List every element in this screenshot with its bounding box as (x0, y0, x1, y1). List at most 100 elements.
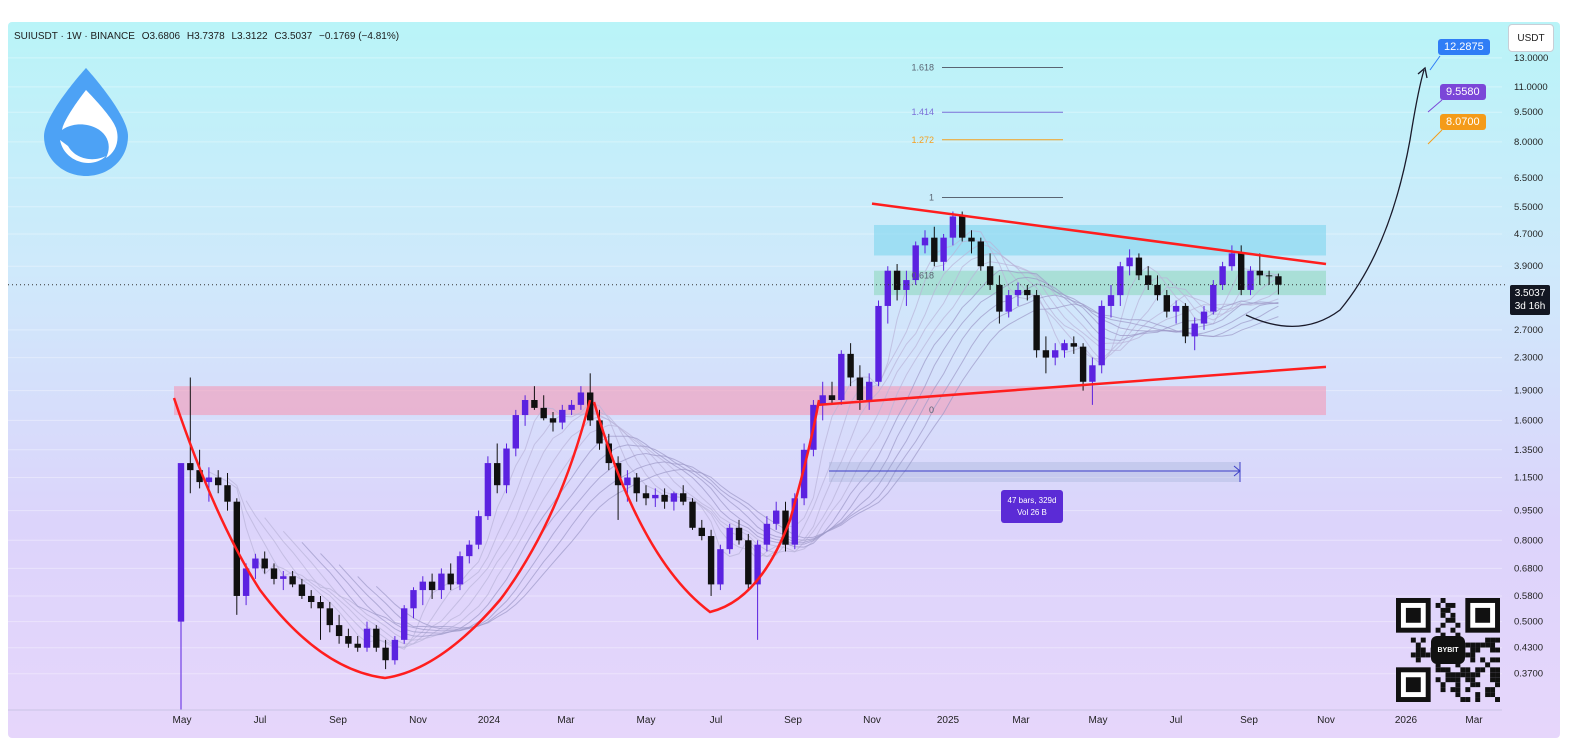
candle-body (401, 608, 408, 640)
candle-body (1042, 350, 1050, 358)
candle-body (884, 270, 891, 306)
candle-body (391, 639, 399, 661)
fib-level-label: 0 (929, 405, 934, 415)
x-tick-label: May (637, 715, 656, 726)
candle-body (875, 305, 882, 382)
fib-level-label: 1.618 (911, 63, 934, 73)
y-tick-label: 9.5000 (1514, 107, 1543, 118)
fib-level-label: 1 (929, 193, 934, 203)
moving-average-line (338, 283, 1279, 632)
candle-body (698, 527, 705, 537)
candle-body (828, 395, 836, 401)
y-tick-label: 5.5000 (1514, 202, 1543, 213)
open-value: O3.6806 (141, 31, 181, 42)
candle-body (959, 216, 966, 238)
candle-body (661, 494, 668, 502)
fib-level-label: 0.618 (911, 270, 934, 280)
candle-body (587, 392, 594, 421)
x-tick-label: Mar (557, 715, 575, 726)
y-tick-label: 0.9500 (1514, 506, 1543, 517)
y-tick-label: 0.3700 (1514, 669, 1543, 680)
candle-body (1024, 289, 1031, 296)
candle-body (847, 353, 854, 378)
candle-body (298, 584, 306, 596)
last-price-value: 3.5037 (1514, 288, 1546, 299)
x-tick-label: Jul (710, 715, 723, 726)
candle-body (624, 477, 631, 486)
x-tick-label: Jul (254, 715, 267, 726)
x-tick-label: Nov (409, 715, 427, 726)
target-price-tag-1: 12.2875 (1438, 39, 1490, 55)
ascending-trendline (817, 365, 1327, 407)
y-tick-label: 4.7000 (1514, 229, 1543, 240)
close-value: C3.5037 (274, 31, 313, 42)
candle-body (549, 418, 557, 423)
candle-body (1014, 289, 1022, 296)
moving-average-line (320, 276, 1279, 634)
candle-body (373, 628, 380, 648)
candle-body (1200, 311, 1208, 324)
candle-body (707, 536, 715, 585)
change-value: −0.1769 (−4.81%) (319, 31, 400, 42)
moving-average-line (301, 269, 1279, 637)
candle-body (1005, 295, 1012, 312)
y-tick-label: 11.0000 (1514, 82, 1548, 93)
candle-body (410, 590, 417, 609)
y-tick-label: 0.4300 (1514, 643, 1543, 654)
measure-range (829, 462, 1240, 482)
projection-arrow-icon (1417, 66, 1428, 79)
y-tick-label: 1.6000 (1514, 415, 1543, 426)
symbol-label: SUIUSDT · 1W · BINANCE (14, 31, 135, 42)
candle-body (1265, 275, 1273, 277)
low-value: L3.3122 (231, 31, 268, 42)
candle-body (177, 463, 185, 622)
candle-body (354, 643, 361, 648)
x-tick-label: May (173, 715, 192, 726)
candle-body (447, 573, 454, 585)
candle-body (717, 549, 724, 585)
candle-body (438, 573, 445, 591)
candle-body (1033, 295, 1040, 351)
x-tick-label: Nov (1317, 715, 1335, 726)
candle-body (652, 494, 659, 499)
y-tick-label: 0.5800 (1514, 591, 1543, 602)
currency-selector[interactable]: USDT (1508, 24, 1554, 52)
candle-body (754, 544, 761, 585)
y-tick-label: 0.6800 (1514, 563, 1543, 574)
candle-body (1126, 257, 1133, 267)
candle-body (763, 523, 771, 545)
candle-body (1079, 346, 1087, 382)
candle-body (1052, 350, 1059, 358)
target-price-tag-2: 9.5580 (1440, 84, 1486, 100)
candle-body (1210, 284, 1217, 312)
candle-body (326, 608, 333, 626)
candle-body (912, 245, 919, 281)
symbol-header: SUIUSDT · 1W · BINANCE O3.6806 H3.7378 L… (14, 31, 403, 42)
candle-body (642, 493, 650, 499)
candle-body (726, 527, 733, 550)
candle-body (224, 485, 231, 502)
candle-body (791, 498, 798, 545)
resistance-zone (874, 224, 1326, 256)
candle-body (252, 558, 259, 569)
sui-logo-icon (44, 68, 128, 176)
candle-body (1219, 266, 1226, 285)
candle-body (633, 477, 640, 494)
x-tick-label: Sep (1240, 715, 1258, 726)
target-leader-line (1429, 55, 1441, 71)
x-tick-label: 2024 (478, 715, 501, 726)
breakout-support-zone (174, 386, 1326, 416)
target-price-tag-3: 8.0700 (1440, 114, 1486, 130)
candle-body (317, 602, 324, 609)
candle-body (782, 510, 789, 545)
moving-average-line (375, 303, 1279, 629)
candle-body (1135, 257, 1143, 276)
candle-body (680, 493, 687, 502)
candle-body (242, 568, 250, 596)
last-price-tag: 3.5037 3d 16h (1510, 285, 1550, 315)
candle-body (977, 241, 984, 267)
candle-body (735, 527, 743, 541)
y-tick-label: 1.1500 (1514, 473, 1543, 484)
candle-body (280, 576, 287, 579)
